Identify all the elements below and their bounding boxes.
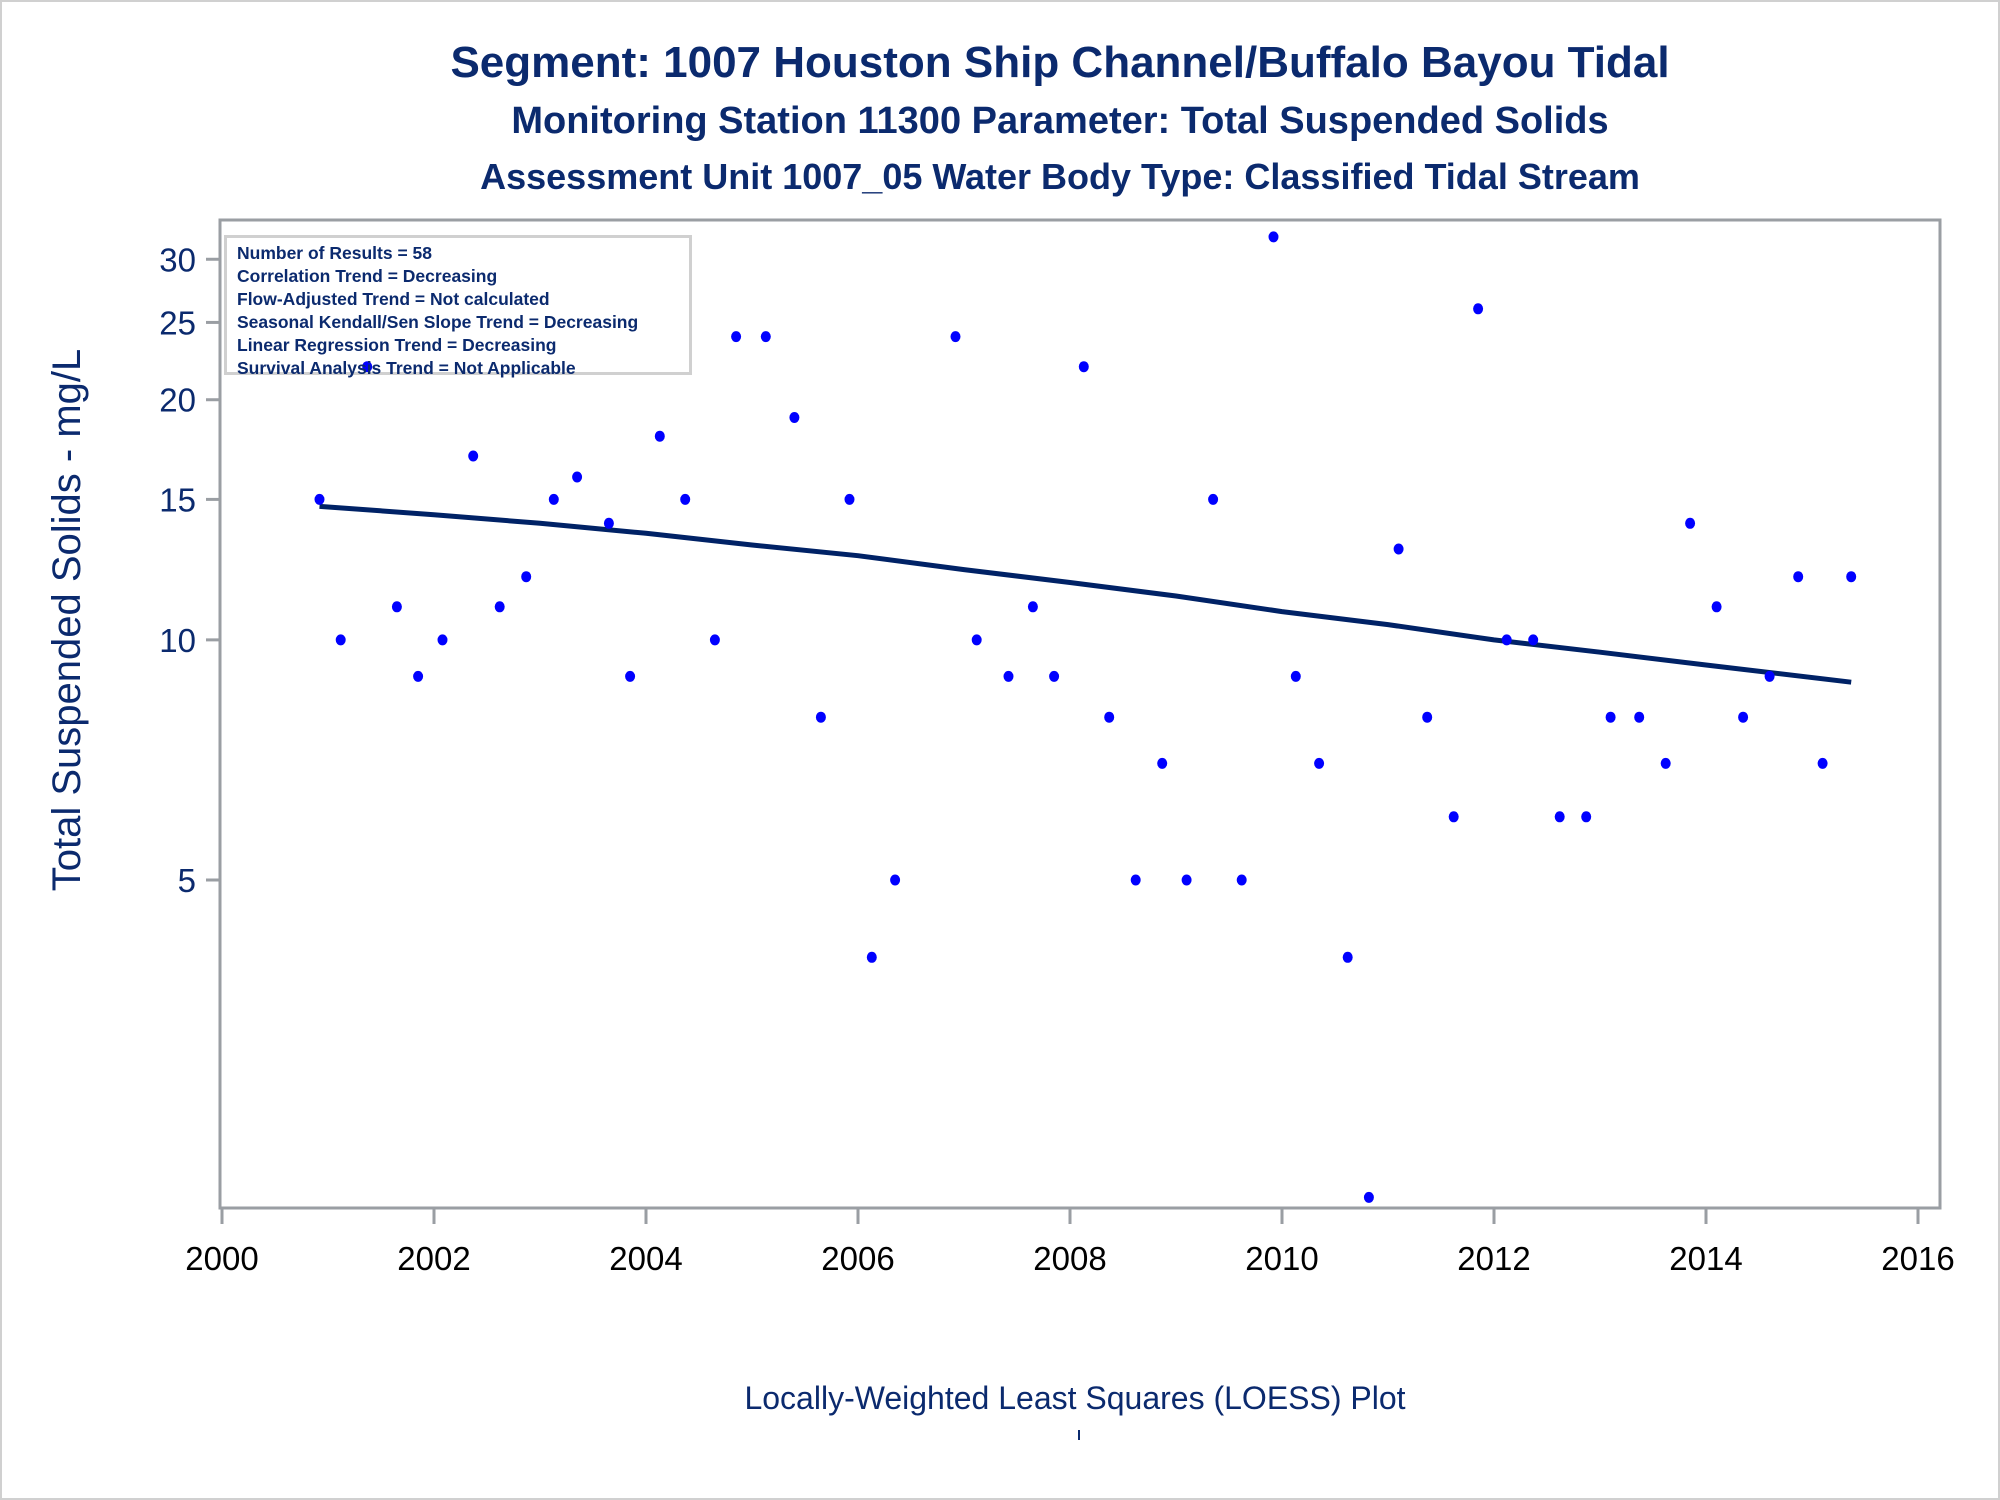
data-point — [1554, 811, 1565, 823]
data-point — [1393, 543, 1404, 555]
data-point — [680, 493, 691, 505]
data-point — [1634, 711, 1645, 723]
stat-survival-analysis-trend: Survival Analysis Trend = Not Applicable — [237, 358, 576, 378]
data-point — [890, 874, 901, 886]
y-tick-label: 30 — [159, 241, 196, 278]
data-point — [1660, 757, 1671, 769]
y-tick-label: 20 — [159, 382, 196, 419]
loess-trend-line — [319, 503, 1852, 685]
footnote-mark — [1078, 1430, 1080, 1440]
chart-title: Segment: 1007 Houston Ship Channel/Buffa… — [450, 38, 1670, 87]
stat-seasonal-kendall-trend: Seasonal Kendall/Sen Slope Trend = Decre… — [237, 312, 639, 332]
stat-correlation-trend: Correlation Trend = Decreasing — [237, 266, 498, 286]
data-point — [1817, 757, 1828, 769]
stat-linear-regression-trend: Linear Regression Trend = Decreasing — [237, 335, 557, 355]
data-point — [1268, 231, 1279, 243]
x-tick-label: 2004 — [609, 1240, 682, 1277]
data-point — [1003, 670, 1014, 682]
data-point — [335, 634, 346, 646]
data-point — [1738, 711, 1749, 723]
data-point — [1711, 601, 1722, 613]
data-point — [1473, 303, 1484, 315]
x-tick-label: 2000 — [185, 1240, 258, 1277]
data-point — [844, 493, 855, 505]
data-point — [950, 331, 961, 343]
y-tick-label: 5 — [178, 862, 196, 899]
data-point — [815, 711, 826, 723]
data-points — [314, 231, 1857, 1203]
data-point — [1363, 1191, 1374, 1203]
chart-subtitle-assessment: Assessment Unit 1007_05 Water Body Type:… — [480, 156, 1640, 197]
data-point — [413, 670, 424, 682]
data-point — [1290, 670, 1301, 682]
data-point — [1314, 757, 1325, 769]
data-point — [1236, 874, 1247, 886]
data-point — [1581, 811, 1592, 823]
data-point — [1605, 711, 1616, 723]
data-point — [391, 601, 402, 613]
data-point — [572, 471, 583, 483]
chart-subtitle-station: Monitoring Station 11300 Parameter: Tota… — [511, 100, 1609, 142]
plot-area-border — [218, 218, 1942, 1210]
data-point — [654, 430, 665, 442]
data-point — [1157, 757, 1168, 769]
data-point — [521, 571, 532, 583]
axes: 5 10 15 20 25 30 2000 2002 2004 2006 2008 2010 2012 2… — [159, 218, 1955, 1277]
y-axis-label: Total Suspended Solids - mg/L — [45, 349, 89, 892]
data-point — [709, 634, 720, 646]
data-point — [1078, 361, 1089, 373]
data-point — [731, 331, 742, 343]
data-point — [789, 412, 800, 423]
data-point — [971, 634, 982, 646]
x-tick-label: 2012 — [1457, 1240, 1530, 1277]
data-point — [314, 493, 325, 505]
y-tick-label: 25 — [159, 304, 196, 341]
data-point — [1764, 670, 1775, 682]
data-point — [1208, 493, 1219, 505]
data-point — [1846, 571, 1857, 583]
data-point — [1793, 571, 1804, 583]
y-tick-label: 10 — [159, 622, 196, 659]
data-point — [1422, 711, 1433, 723]
data-point — [866, 951, 877, 963]
data-point — [468, 450, 479, 462]
stat-number-of-results: Number of Results = 58 — [237, 243, 432, 263]
data-point — [1342, 951, 1353, 963]
stat-flow-adjusted-trend: Flow-Adjusted Trend = Not calculated — [237, 289, 550, 309]
data-point — [1448, 811, 1459, 823]
data-point — [1181, 874, 1192, 886]
data-point — [548, 493, 559, 505]
data-point — [603, 517, 614, 529]
data-point — [1049, 670, 1060, 682]
data-point — [625, 670, 636, 682]
data-point — [437, 634, 448, 646]
data-point — [494, 601, 505, 613]
trend-line-group — [319, 503, 1852, 685]
plot-footnote: Locally-Weighted Least Squares (LOESS) P… — [744, 1380, 1406, 1416]
x-tick-label: 2016 — [1881, 1240, 1954, 1277]
y-tick-label: 15 — [159, 481, 196, 518]
trend-stats-box: Number of Results = 58 Correlation Trend… — [224, 235, 692, 378]
data-point — [1027, 601, 1038, 613]
x-tick-label: 2006 — [821, 1240, 894, 1277]
x-tick-label: 2002 — [397, 1240, 470, 1277]
data-point — [1501, 634, 1512, 646]
data-point — [760, 331, 771, 343]
data-point — [362, 361, 373, 373]
data-point — [1130, 874, 1141, 886]
data-point — [1104, 711, 1115, 723]
x-tick-label: 2008 — [1033, 1240, 1106, 1277]
data-point — [1685, 517, 1696, 529]
x-tick-label: 2014 — [1669, 1240, 1742, 1277]
data-point — [1528, 634, 1539, 646]
x-tick-label: 2010 — [1245, 1240, 1318, 1277]
